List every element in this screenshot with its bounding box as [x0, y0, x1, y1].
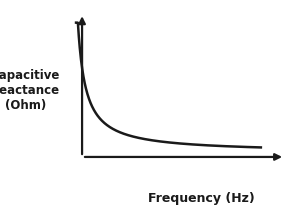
- Text: Frequency (Hz): Frequency (Hz): [148, 192, 254, 205]
- Text: Capacitive
Reactance
(Ohm): Capacitive Reactance (Ohm): [0, 70, 60, 112]
